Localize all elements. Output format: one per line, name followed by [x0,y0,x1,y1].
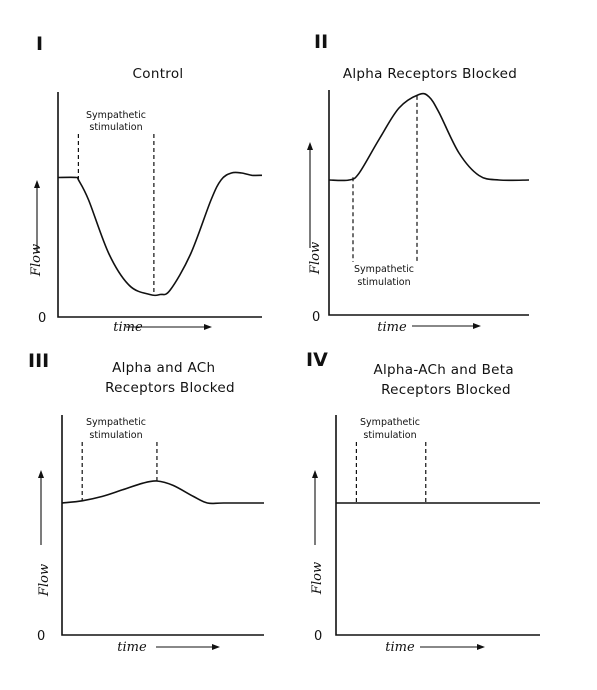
flow-arrow-head [312,470,318,478]
flow-arrow-head [38,470,44,478]
axes [335,415,540,636]
stimulation-markers [77,134,155,295]
annotation-line-1: Sympathetic [360,417,420,428]
panel-alpha-ach-beta-blocked: IV Alpha-ACh and Beta Receptors Blocked … [306,349,540,655]
x-axis-label: time [117,640,147,655]
stimulation-markers [352,95,418,262]
panel-title-line-2: Receptors Blocked [381,382,511,398]
y-zero-label: 0 [314,629,322,644]
axis-arrows [38,470,220,650]
axes [57,92,262,318]
y-axis-label: Flow [308,242,323,275]
panel-title-line-1: Alpha-ACh and Beta [373,362,513,378]
annotation-line-1: Sympathetic [354,264,414,275]
panel-title: Alpha-ACh and Beta Receptors Blocked [373,362,518,398]
flow-curve [61,480,264,505]
time-arrow-head [212,644,220,650]
flow-arrow-head [34,180,40,188]
annotation-line-2: stimulation [363,430,416,441]
panel-title: Control [133,66,184,82]
series [61,480,264,505]
panel-title: Alpha Receptors Blocked [343,66,517,82]
annotation-line-2: stimulation [89,122,142,133]
y-zero-label: 0 [37,629,45,644]
series [328,92,530,182]
panel-number: II [314,31,328,53]
stimulation-markers [355,442,427,503]
axis-lines [57,92,262,318]
panel-number: IV [306,349,328,371]
y-axis-label: Flow [29,244,44,277]
axis-lines [335,415,540,636]
panel-number: I [36,33,43,55]
flow-arrow-head [307,142,313,150]
annotation-line-2: stimulation [357,277,410,288]
y-zero-label: 0 [312,310,320,325]
stimulation-markers [81,442,158,501]
y-axis-label: Flow [310,562,325,595]
x-axis-label: time [377,320,407,335]
annotation-line-2: stimulation [89,430,142,441]
axis-lines [61,415,264,636]
panel-title-line-1: Alpha and ACh [112,360,215,376]
axes [328,90,529,316]
axis-arrows [312,470,485,650]
annotation-line-1: Sympathetic [86,417,146,428]
axis-arrows [34,180,212,330]
panel-title-line-2: Receptors Blocked [105,380,235,396]
panel-control: I Control Sympathetic stimulation 0 Flow… [29,33,263,335]
time-arrow-head [477,644,485,650]
series [57,171,263,297]
axis-arrows [307,142,481,329]
panel-title: Alpha and ACh Receptors Blocked [105,360,235,396]
flow-curve [328,92,530,182]
panel-alpha-blocked: II Alpha Receptors Blocked Sympathetic s… [307,31,530,335]
time-arrow-head [473,323,481,329]
y-zero-label: 0 [38,311,46,326]
y-axis-label: Flow [37,564,52,597]
axes [61,415,264,636]
panel-alpha-ach-blocked: III Alpha and ACh Receptors Blocked Symp… [28,350,264,655]
time-arrow-head [204,324,212,330]
x-axis-label: time [385,640,415,655]
axis-lines [328,90,529,316]
flow-curve [57,171,263,297]
annotation-line-1: Sympathetic [86,110,146,121]
panel-number: III [28,350,49,372]
